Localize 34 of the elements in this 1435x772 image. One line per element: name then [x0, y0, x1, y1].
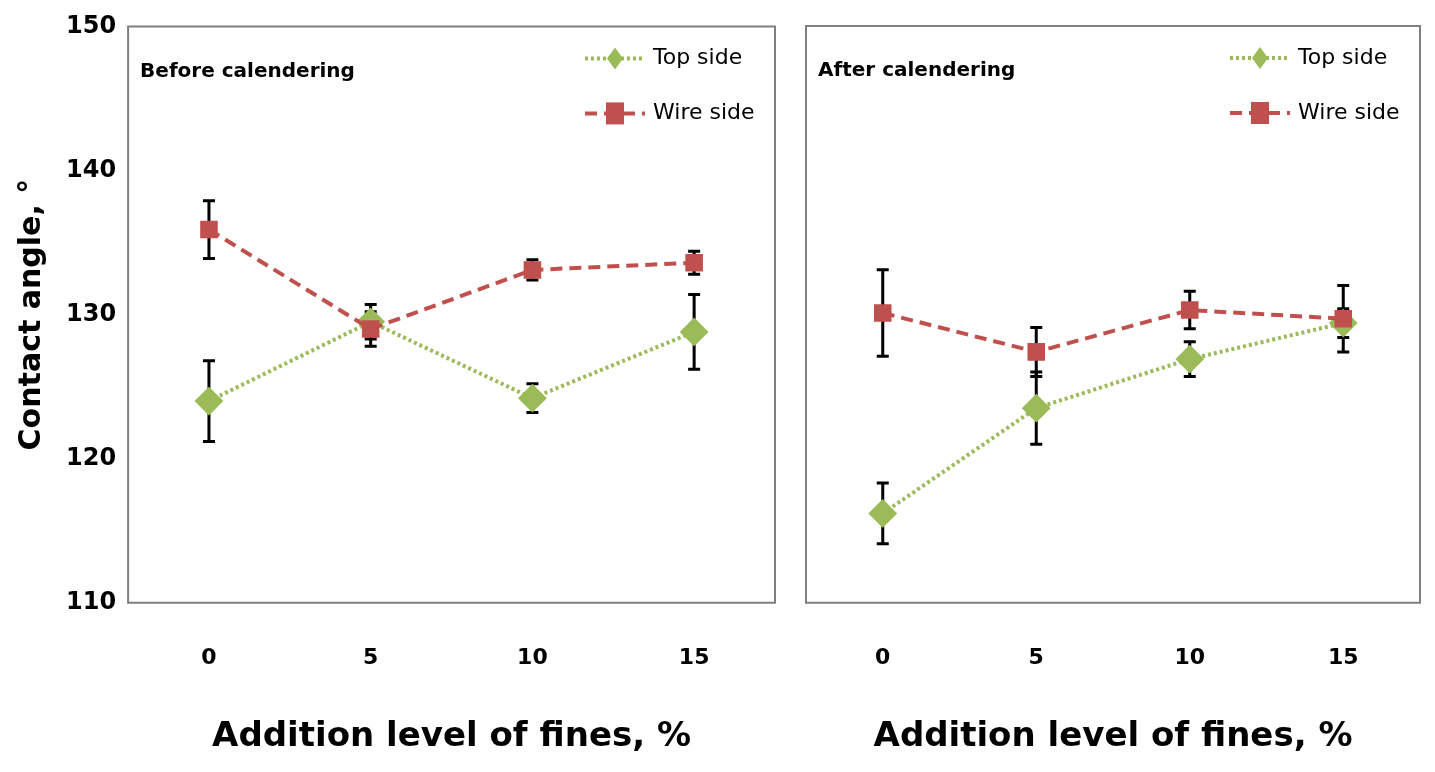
- text: Before calendering: [140, 57, 355, 82]
- x-tick-label: 10: [517, 643, 548, 669]
- point: [868, 499, 897, 528]
- point: [1027, 343, 1046, 361]
- x-tick-label: 0: [201, 643, 217, 669]
- x-tick-label: 5: [363, 643, 379, 669]
- x-tick-label: 0: [875, 643, 891, 669]
- legend-label: Wire side: [1298, 98, 1400, 124]
- y-tick-label: 150: [65, 10, 117, 39]
- point: [680, 317, 709, 346]
- y-tick-label: 130: [65, 298, 117, 327]
- point: [200, 220, 218, 239]
- point: [1180, 301, 1199, 319]
- x-tick-label: 15: [678, 643, 710, 669]
- legend-label: Top side: [652, 44, 743, 70]
- y-tick-label: 110: [65, 587, 117, 616]
- x-tick-label: 15: [1327, 643, 1359, 669]
- y-axis-title: Contact angle, °: [11, 178, 47, 451]
- point: [194, 387, 223, 416]
- legend-label: Top side: [1297, 43, 1388, 69]
- legend-label: Wire side: [653, 99, 755, 125]
- text: After calendering: [818, 57, 1016, 82]
- y-tick-label: 140: [65, 154, 117, 183]
- point: [361, 320, 380, 338]
- point: [873, 304, 892, 322]
- x-axis-title: Addition level of fines, %: [212, 714, 691, 755]
- point: [1175, 345, 1204, 374]
- x-tick-label: 10: [1174, 643, 1206, 669]
- point: [1022, 394, 1051, 423]
- y-tick-label: 120: [65, 442, 117, 471]
- point: [685, 253, 703, 272]
- x-tick-label: 5: [1028, 643, 1044, 669]
- x-axis-title: Addition level of fines, %: [873, 714, 1353, 755]
- point: [518, 384, 547, 413]
